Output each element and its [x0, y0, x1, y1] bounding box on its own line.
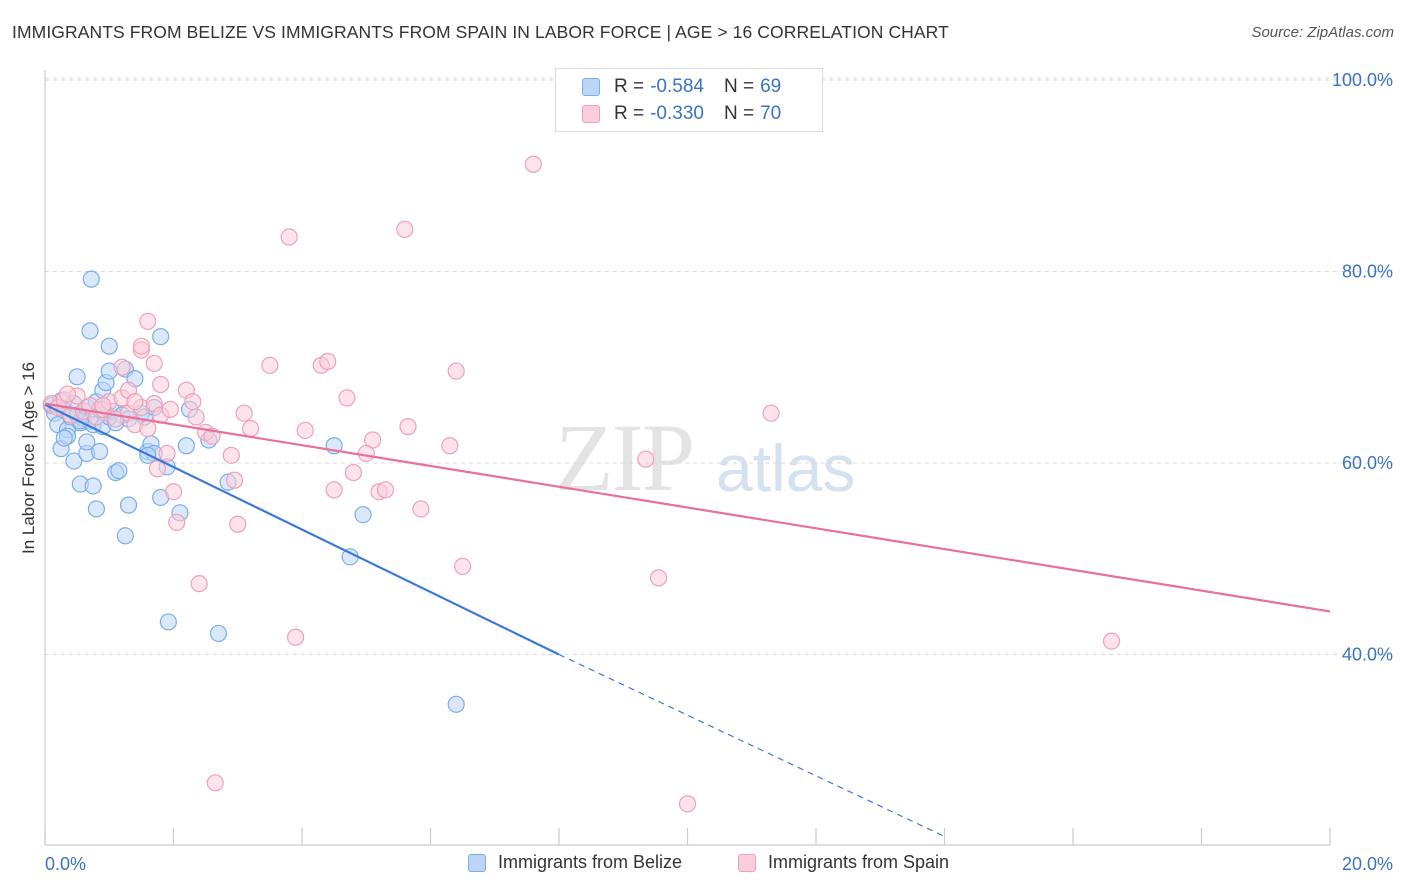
- spain-point: [184, 393, 202, 411]
- y-tick-label: 60.0%: [1342, 453, 1393, 473]
- spain-point: [524, 155, 542, 173]
- spain-trend-line: [44, 402, 1331, 613]
- legend-item-spain[interactable]: Immigrants from Spain: [738, 852, 949, 873]
- belize-point: [177, 437, 195, 455]
- spain-point: [412, 500, 430, 518]
- spain-point: [139, 419, 157, 438]
- spain-point: [637, 450, 655, 468]
- spain-point: [296, 421, 314, 440]
- spain-point: [58, 385, 77, 403]
- spain-point: [286, 628, 305, 646]
- belize-point: [119, 496, 138, 514]
- stats-box: R = -0.584 N = 69 R = -0.330 N = 70: [555, 68, 823, 132]
- belize-point: [110, 462, 128, 480]
- spain-point: [225, 471, 244, 489]
- spain-point: [399, 418, 417, 436]
- spain-point: [190, 575, 208, 593]
- spain-point: [132, 337, 150, 355]
- spain-point: [206, 774, 224, 792]
- belize-point: [65, 452, 83, 470]
- spain-point: [148, 460, 167, 478]
- spain-point: [357, 444, 375, 463]
- y-tick-label: 40.0%: [1342, 645, 1393, 665]
- spain-point: [139, 312, 157, 330]
- belize-point: [209, 624, 228, 643]
- stats-row-belize: R = -0.584 N = 69: [582, 75, 781, 99]
- spain-point: [376, 481, 395, 499]
- spain-point: [678, 795, 697, 813]
- n-value: 70: [760, 103, 782, 124]
- n-value: 69: [760, 76, 782, 97]
- belize-point: [100, 337, 118, 355]
- spain-point: [338, 389, 356, 407]
- x-tick-label: 20.0%: [1342, 854, 1393, 874]
- legend-label-belize: Immigrants from Belize: [498, 852, 683, 872]
- spain-point: [161, 400, 179, 418]
- r-label: R =: [614, 103, 645, 124]
- belize-point: [91, 442, 109, 461]
- legend-swatch-spain: [738, 853, 756, 872]
- belize-point: [84, 477, 102, 495]
- spain-point: [649, 569, 668, 587]
- belize-trend-line: [44, 403, 560, 656]
- spain-swatch: [582, 105, 600, 123]
- r-value: -0.584: [650, 76, 704, 97]
- spain-point: [325, 481, 343, 499]
- spain-point: [396, 220, 414, 238]
- y-tick-label: 80.0%: [1342, 262, 1393, 282]
- belize-point: [354, 506, 372, 524]
- spain-point: [222, 446, 240, 464]
- spain-point: [152, 375, 170, 394]
- spain-point: [344, 463, 362, 482]
- chart-legend: Immigrants from Belize Immigrants from S…: [0, 852, 1406, 876]
- stats-row-spain: R = -0.330 N = 70: [582, 102, 781, 126]
- y-axis-label: In Labor Force | Age > 16: [19, 362, 38, 554]
- spain-point: [164, 483, 183, 501]
- belize-point: [78, 433, 96, 451]
- belize-swatch: [582, 78, 600, 96]
- spain-point: [454, 557, 472, 576]
- spain-point: [235, 404, 253, 422]
- watermark-zip: ZIP: [555, 404, 695, 511]
- spain-point: [229, 515, 247, 533]
- belize-point: [116, 527, 134, 545]
- belize-point: [68, 368, 86, 386]
- legend-item-belize[interactable]: Immigrants from Belize: [468, 852, 682, 873]
- spain-point: [319, 352, 337, 371]
- spain-point: [261, 356, 279, 374]
- spain-point: [187, 408, 205, 426]
- belize-point: [82, 270, 100, 288]
- spain-point: [168, 513, 186, 531]
- legend-swatch-belize: [468, 853, 486, 872]
- spain-point: [145, 354, 163, 373]
- r-value: -0.330: [650, 103, 704, 124]
- n-label: N =: [723, 103, 755, 124]
- chart-title: IMMIGRANTS FROM BELIZE VS IMMIGRANTS FRO…: [12, 22, 949, 42]
- belize-point: [87, 500, 106, 518]
- source-label: Source: ZipAtlas.com: [1251, 24, 1394, 41]
- belize-point: [55, 429, 73, 447]
- belize-point: [159, 613, 177, 631]
- belize-point: [152, 328, 170, 346]
- spain-point: [762, 404, 780, 422]
- n-label: N =: [723, 76, 755, 97]
- belize-point: [447, 695, 465, 713]
- spain-point: [126, 393, 144, 411]
- spain-point: [447, 362, 465, 380]
- belize-trend-extension: [558, 653, 945, 837]
- spain-point: [242, 419, 260, 438]
- spain-point: [158, 444, 176, 463]
- spain-point: [113, 358, 131, 376]
- legend-label-spain: Immigrants from Spain: [768, 852, 950, 872]
- spain-point: [280, 228, 298, 246]
- watermark-atlas: atlas: [716, 431, 856, 505]
- belize-point: [81, 322, 99, 340]
- r-label: R =: [614, 76, 645, 97]
- spain-point: [1102, 632, 1121, 650]
- spain-point: [441, 437, 459, 455]
- y-tick-label: 100.0%: [1332, 70, 1393, 90]
- x-tick-label: 0.0%: [45, 854, 86, 874]
